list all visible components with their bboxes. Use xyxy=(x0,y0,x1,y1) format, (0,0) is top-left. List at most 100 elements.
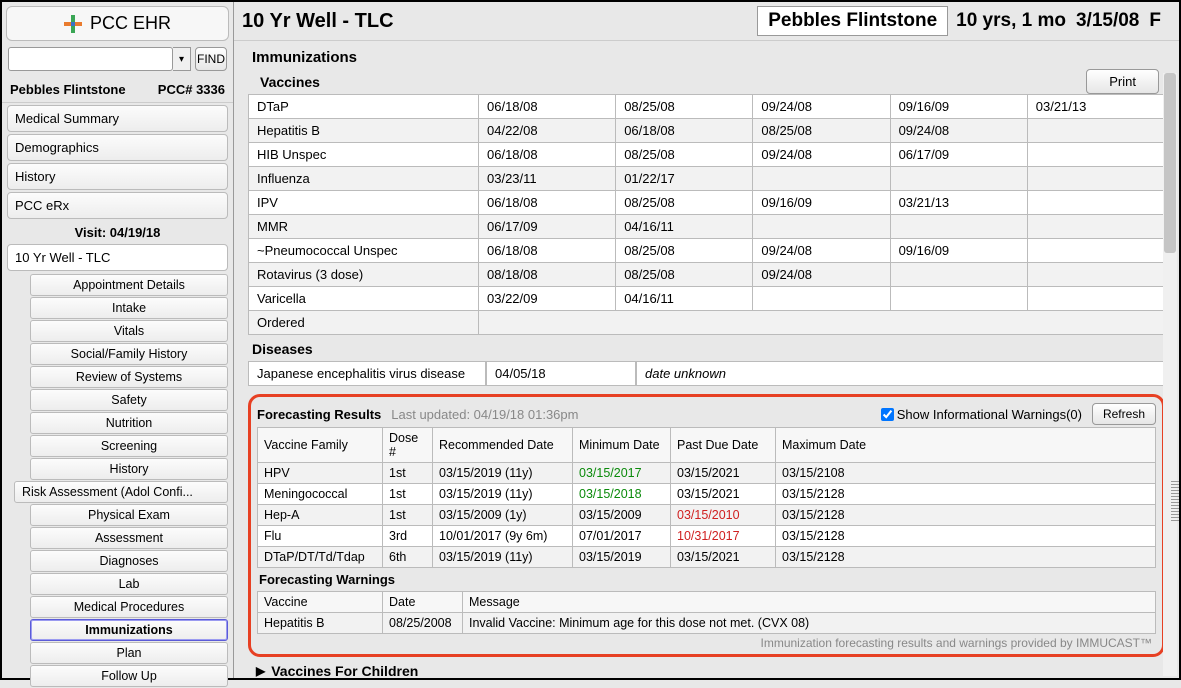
forecast-cell: 03/15/2017 xyxy=(573,463,671,484)
vaccine-date-cell: 06/18/08 xyxy=(479,239,616,263)
vaccines-table: DTaP06/18/0808/25/0809/24/0809/16/0903/2… xyxy=(248,94,1165,335)
vaccine-date-cell xyxy=(753,167,890,191)
vaccine-date-cell: 08/18/08 xyxy=(479,263,616,287)
forecast-cell: 03/15/2019 (11y) xyxy=(433,547,573,568)
forecast-header: Forecasting Results Last updated: 04/19/… xyxy=(257,403,1156,425)
forecast-cell: 03/15/2009 xyxy=(573,505,671,526)
forecast-cell: 03/15/2019 (11y) xyxy=(433,463,573,484)
vaccine-date-cell: 09/24/08 xyxy=(753,263,890,287)
forecast-cell: 03/15/2010 xyxy=(671,505,776,526)
vaccine-date-cell xyxy=(890,287,1027,311)
subnav-item[interactable]: Vitals xyxy=(30,320,228,342)
pane-resize-grip[interactable] xyxy=(1171,481,1179,521)
forecast-cell: 03/15/2019 xyxy=(573,547,671,568)
warnings-table: VaccineDateMessageHepatitis B08/25/2008I… xyxy=(257,591,1156,634)
forecast-cell: 03/15/2021 xyxy=(671,463,776,484)
vaccine-name: DTaP xyxy=(249,95,479,119)
patient-bar: Pebbles Flintstone PCC# 3336 xyxy=(2,77,233,103)
nav-item[interactable]: History xyxy=(7,163,228,190)
subnav-item[interactable]: Diagnoses xyxy=(30,550,228,572)
visit-title[interactable]: 10 Yr Well - TLC xyxy=(7,244,228,271)
subnav-item[interactable]: Follow Up xyxy=(30,665,228,687)
vaccine-name: Varicella xyxy=(249,287,479,311)
vaccine-date-cell xyxy=(1027,263,1164,287)
forecast-cell: Flu xyxy=(258,526,383,547)
forecast-cell: 03/15/2128 xyxy=(776,484,1156,505)
subnav-item[interactable]: Intake xyxy=(30,297,228,319)
pcc-logo-icon xyxy=(64,15,82,33)
vaccine-date-cell xyxy=(753,287,890,311)
refresh-button[interactable]: Refresh xyxy=(1092,403,1156,425)
vaccine-date-cell xyxy=(890,167,1027,191)
vaccine-date-cell xyxy=(1027,143,1164,167)
header-patient-name[interactable]: Pebbles Flintstone xyxy=(757,6,948,36)
vaccine-date-cell: 09/24/08 xyxy=(753,143,890,167)
forecast-cell: 1st xyxy=(383,505,433,526)
nav-item[interactable]: Medical Summary xyxy=(7,105,228,132)
vaccine-date-cell xyxy=(753,215,890,239)
search-input[interactable] xyxy=(8,47,173,71)
vaccine-date-cell: 03/21/13 xyxy=(890,191,1027,215)
vaccine-date-cell: 04/22/08 xyxy=(479,119,616,143)
forecast-title: Forecasting Results xyxy=(257,407,381,422)
content-scrollbar[interactable] xyxy=(1163,73,1177,676)
subnav-item[interactable]: Appointment Details xyxy=(30,274,228,296)
subnav-item[interactable]: Social/Family History xyxy=(30,343,228,365)
forecast-cell: Meningococcal xyxy=(258,484,383,505)
vaccine-date-cell: 06/18/08 xyxy=(479,191,616,215)
forecast-cell: 03/15/2128 xyxy=(776,526,1156,547)
nav-item[interactable]: Demographics xyxy=(7,134,228,161)
vaccine-date-cell xyxy=(890,263,1027,287)
forecast-cell: 03/15/2128 xyxy=(776,505,1156,526)
subnav-item[interactable]: Risk Assessment (Adol Confi... xyxy=(14,481,228,503)
subnav-item[interactable]: Safety xyxy=(30,389,228,411)
subnav-item[interactable]: Assessment xyxy=(30,527,228,549)
disease-date: 04/05/18 xyxy=(486,361,636,386)
warn-col-header: Message xyxy=(463,592,1156,613)
logo-row: PCC EHR xyxy=(6,6,229,41)
header-dob: 3/15/08 xyxy=(1076,10,1139,32)
patient-name-sidebar: Pebbles Flintstone xyxy=(10,82,126,97)
subnav-item[interactable]: Physical Exam xyxy=(30,504,228,526)
forecast-col-header: Dose # xyxy=(383,428,433,463)
forecast-col-header: Past Due Date xyxy=(671,428,776,463)
header-age: 10 yrs, 1 mo xyxy=(956,10,1066,32)
vaccine-date-cell: 06/17/09 xyxy=(890,143,1027,167)
forecast-table: Vaccine FamilyDose #Recommended DateMini… xyxy=(257,427,1156,568)
search-row: ▾ FIND xyxy=(8,47,227,71)
show-warnings-toggle[interactable]: Show Informational Warnings(0) xyxy=(881,407,1082,422)
warn-col-header: Date xyxy=(383,592,463,613)
nav-item[interactable]: PCC eRx xyxy=(7,192,228,219)
vaccine-date-cell: 09/16/09 xyxy=(890,239,1027,263)
forecast-cell: 6th xyxy=(383,547,433,568)
vaccine-date-cell: 08/25/08 xyxy=(616,239,753,263)
vaccine-date-cell: 01/22/17 xyxy=(616,167,753,191)
scrollbar-thumb[interactable] xyxy=(1164,73,1176,253)
app-root: PCC EHR ▾ FIND Pebbles Flintstone PCC# 3… xyxy=(0,0,1181,680)
print-button[interactable]: Print xyxy=(1086,69,1159,94)
forecast-warnings-title: Forecasting Warnings xyxy=(257,568,1156,589)
vfc-expander[interactable]: ▶ Vaccines For Children xyxy=(248,657,1165,678)
find-button[interactable]: FIND xyxy=(195,47,227,71)
subnav-item[interactable]: Nutrition xyxy=(30,412,228,434)
forecast-cell: 03/15/2019 (11y) xyxy=(433,484,573,505)
disease-note: date unknown xyxy=(636,361,1165,386)
subnav-item[interactable]: Lab xyxy=(30,573,228,595)
subnav-item[interactable]: History xyxy=(30,458,228,480)
vaccine-name: IPV xyxy=(249,191,479,215)
vaccine-date-cell: 06/17/09 xyxy=(479,215,616,239)
subnav-item[interactable]: Plan xyxy=(30,642,228,664)
vaccine-date-cell: 06/18/08 xyxy=(479,143,616,167)
search-dropdown-button[interactable]: ▾ xyxy=(173,47,191,71)
subnav-item[interactable]: Review of Systems xyxy=(30,366,228,388)
vaccine-date-cell: 09/16/09 xyxy=(753,191,890,215)
page-title: 10 Yr Well - TLC xyxy=(242,10,757,33)
show-warnings-checkbox[interactable] xyxy=(881,408,894,421)
subnav-item[interactable]: Screening xyxy=(30,435,228,457)
vaccine-date-cell xyxy=(1027,167,1164,191)
subnav-item[interactable]: Medical Procedures xyxy=(30,596,228,618)
vaccine-name: Hepatitis B xyxy=(249,119,479,143)
subnav-item[interactable]: Immunizations xyxy=(30,619,228,641)
patient-pcc-num: PCC# 3336 xyxy=(158,82,225,97)
disease-name: Japanese encephalitis virus disease xyxy=(248,361,486,386)
